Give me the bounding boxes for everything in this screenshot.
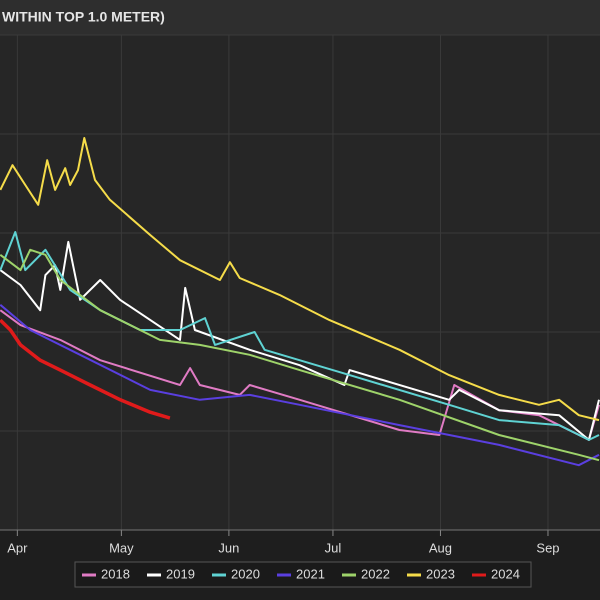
x-tick-label: May bbox=[109, 540, 134, 555]
series-line bbox=[0, 318, 171, 420]
legend-label: 2018 bbox=[101, 566, 130, 581]
legend-label: 2024 bbox=[491, 566, 520, 581]
legend-label: 2019 bbox=[166, 566, 195, 581]
series-line bbox=[0, 137, 600, 422]
plot-area bbox=[0, 35, 600, 530]
series-line bbox=[0, 304, 600, 467]
x-tick-label: Jul bbox=[325, 540, 342, 555]
series-line bbox=[0, 240, 600, 441]
legend-label: 2022 bbox=[361, 566, 390, 581]
x-tick-label: Apr bbox=[7, 540, 28, 555]
legend-label: 2020 bbox=[231, 566, 260, 581]
x-tick-label: Aug bbox=[429, 540, 452, 555]
legend-label: 2021 bbox=[296, 566, 325, 581]
x-tick-label: Sep bbox=[536, 540, 559, 555]
series-line bbox=[0, 248, 600, 462]
title-bar bbox=[0, 0, 600, 35]
chart-title: WITHIN TOP 1.0 METER) bbox=[2, 9, 165, 25]
x-tick-label: Jun bbox=[218, 540, 239, 555]
legend-label: 2023 bbox=[426, 566, 455, 581]
